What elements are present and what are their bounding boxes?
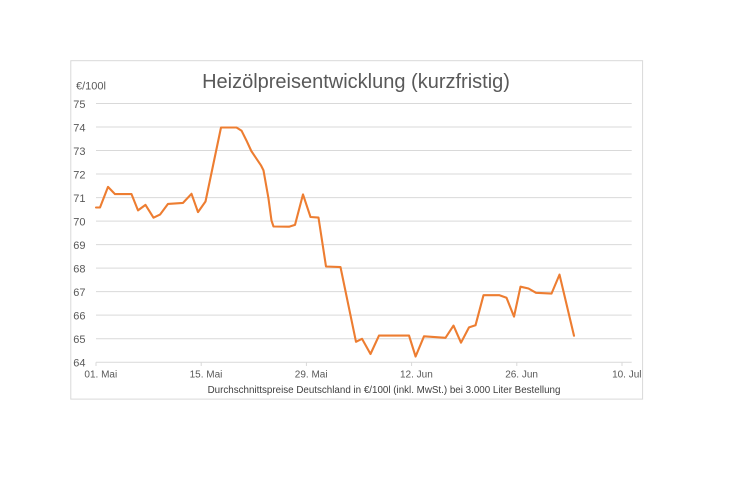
svg-text:12. Jun: 12. Jun (400, 370, 433, 381)
svg-text:Durchschnittspreise Deutschlan: Durchschnittspreise Deutschland in €/100… (208, 385, 561, 396)
svg-text:64: 64 (73, 358, 85, 370)
svg-text:69: 69 (73, 240, 85, 252)
svg-text:67: 67 (73, 287, 85, 299)
svg-text:68: 68 (73, 264, 85, 276)
svg-text:01. Mai: 01. Mai (84, 370, 117, 381)
svg-text:29. Mai: 29. Mai (295, 370, 328, 381)
svg-text:10. Jul: 10. Jul (612, 370, 641, 381)
svg-text:Heizölpreisentwicklung (kurzfr: Heizölpreisentwicklung (kurzfristig) (202, 71, 510, 93)
svg-text:75: 75 (73, 99, 85, 111)
svg-text:€/100l: €/100l (76, 81, 106, 93)
svg-text:26. Jun: 26. Jun (505, 370, 538, 381)
svg-text:74: 74 (73, 123, 85, 135)
svg-text:73: 73 (73, 146, 85, 158)
svg-text:15. Mai: 15. Mai (190, 370, 223, 381)
svg-text:71: 71 (73, 193, 85, 205)
svg-text:72: 72 (73, 170, 85, 182)
svg-text:65: 65 (73, 334, 85, 346)
svg-text:66: 66 (73, 311, 85, 323)
svg-text:70: 70 (73, 217, 85, 229)
